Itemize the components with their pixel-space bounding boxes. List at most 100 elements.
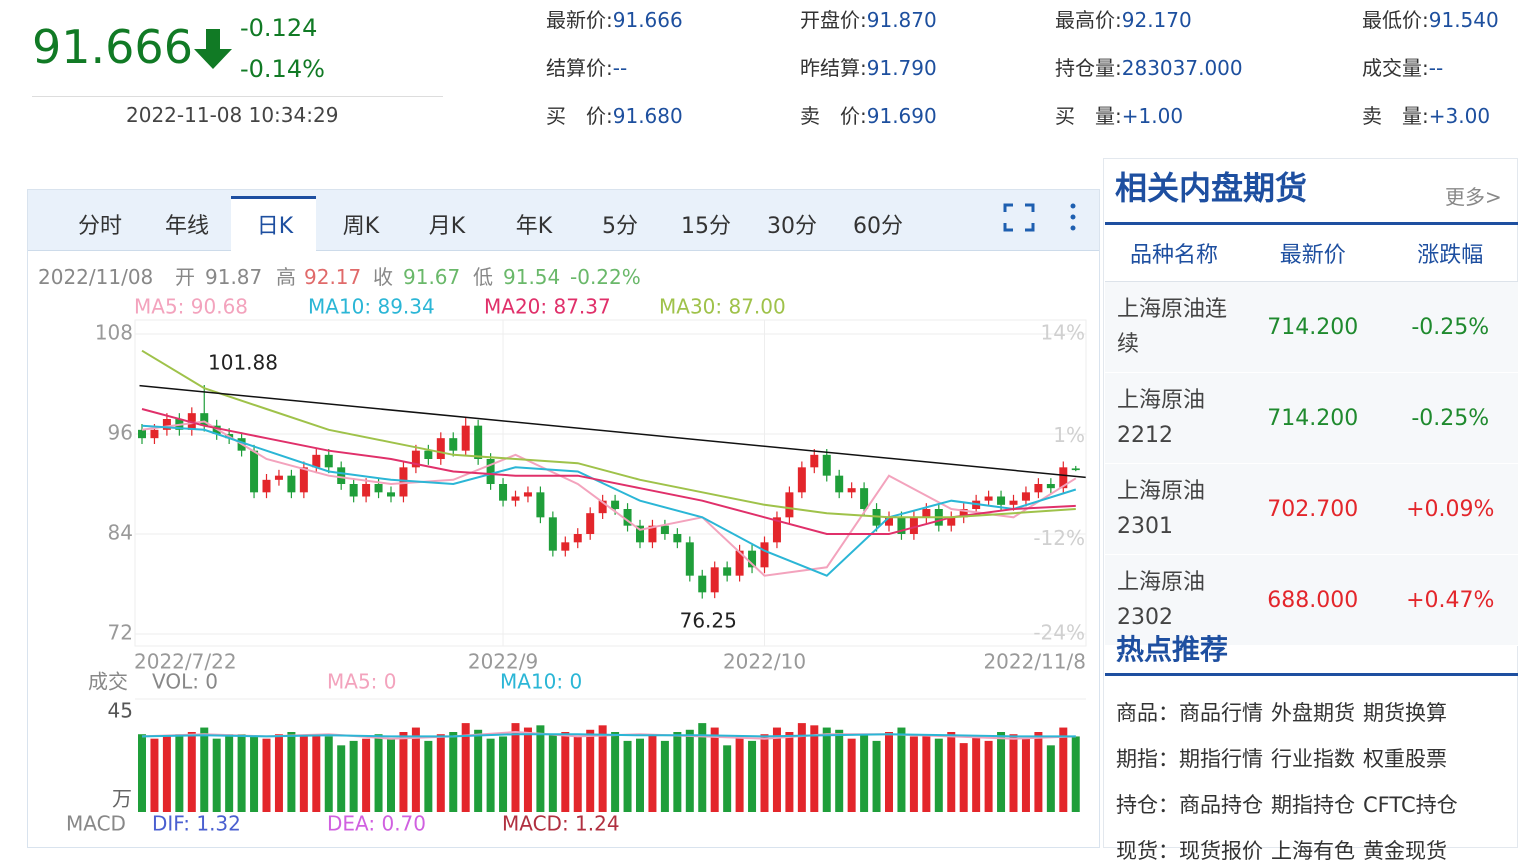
plot-frame <box>134 319 1087 647</box>
volume-bar <box>200 727 209 812</box>
volume-bar <box>1021 738 1030 812</box>
field-value: 91.680 <box>612 104 683 128</box>
volume-bar <box>673 732 682 812</box>
candle-body <box>411 450 420 468</box>
contract-name: 上海原油2302 <box>1105 554 1243 646</box>
contract-price: 688.000 <box>1243 554 1383 646</box>
fullscreen-icon[interactable] <box>1003 203 1035 232</box>
candle-body <box>1021 492 1030 501</box>
volume-bar <box>237 734 246 812</box>
change: -0.124 <box>240 14 318 42</box>
candle-body <box>735 550 744 576</box>
candle-body <box>150 429 159 439</box>
candle-body <box>723 567 732 576</box>
hot-link[interactable]: 期指持仓 <box>1271 793 1355 817</box>
table-row[interactable]: 上海原油连续 714.200 -0.25% <box>1105 281 1518 373</box>
quote-field: 最新价:91.666 <box>546 6 683 34</box>
high-annotation: 101.88 <box>208 351 278 375</box>
volume-bar <box>374 734 383 812</box>
candle-body <box>772 517 781 543</box>
candle-body <box>387 492 395 497</box>
hot-link[interactable]: 行业指数 <box>1271 747 1355 771</box>
candle-body <box>424 450 433 459</box>
tab[interactable]: 年线 <box>164 214 210 239</box>
candle-body <box>909 517 918 534</box>
hot-link[interactable]: 现货报价 <box>1179 839 1263 863</box>
volume-bar <box>611 732 620 812</box>
table-row[interactable]: 上海原油2301 702.700 +0.09% <box>1105 463 1518 555</box>
field-label: 买 量: <box>1055 104 1122 128</box>
hot-link[interactable]: 商品行情 <box>1179 701 1263 725</box>
candle-body <box>947 517 956 526</box>
field-label: 卖 量: <box>1362 104 1429 128</box>
table-row[interactable]: 上海原油2212 714.200 -0.25% <box>1105 372 1518 464</box>
menu-icon[interactable] <box>1070 203 1076 231</box>
hot-label: 商品： <box>1116 701 1179 725</box>
hot-row: 期指：期指行情 行业指数 权重股票 <box>1116 743 1447 773</box>
contract-change: +0.47% <box>1382 554 1518 646</box>
tab[interactable]: 月K <box>428 214 466 239</box>
tab[interactable]: 15分 <box>681 214 731 239</box>
candle-body <box>299 467 308 493</box>
table-header: 涨跌幅 <box>1382 223 1518 282</box>
vol-ma5-label: MA5: 0 <box>327 670 396 694</box>
dif-label: DIF: 1.32 <box>152 812 241 836</box>
macd-label: MACD: 1.24 <box>502 812 620 836</box>
tab[interactable]: 30分 <box>767 214 817 239</box>
hot-link[interactable]: 期货换算 <box>1363 701 1447 725</box>
candle-body <box>511 496 520 501</box>
volume-bar <box>187 732 196 812</box>
candle-body <box>984 496 993 501</box>
hot-link[interactable]: 商品持仓 <box>1179 793 1263 817</box>
hot-link[interactable]: 权重股票 <box>1363 747 1447 771</box>
candle-body <box>374 484 383 493</box>
tab[interactable]: 日K <box>256 214 294 239</box>
hot-link[interactable]: 黄金现货 <box>1363 839 1447 863</box>
candle-body <box>860 488 869 509</box>
info-low-label: 低 <box>473 265 493 289</box>
contract-price: 702.700 <box>1243 463 1383 555</box>
hot-divider <box>1105 673 1518 676</box>
info-high-label: 高 <box>276 265 296 289</box>
candle-body <box>561 542 570 551</box>
vol-ma10-label: MA10: 0 <box>500 670 582 694</box>
candle-body <box>797 467 806 493</box>
field-value: 91.666 <box>612 8 683 32</box>
tab[interactable]: 5分 <box>602 214 638 239</box>
dea-label: DEA: 0.70 <box>327 812 426 836</box>
volume-bar <box>648 734 657 812</box>
tab[interactable]: 年K <box>515 214 553 239</box>
contract-name: 上海原油连续 <box>1105 281 1243 373</box>
hot-link[interactable]: 期指行情 <box>1179 747 1263 771</box>
contract-change: -0.25% <box>1382 372 1518 464</box>
divider <box>32 96 443 97</box>
volume-bar <box>897 727 906 812</box>
info-high: 92.17 <box>304 265 361 289</box>
info-open-label: 开 <box>175 265 195 289</box>
candle-body <box>523 492 532 497</box>
volume-bar <box>387 738 395 812</box>
candle-body <box>262 479 271 493</box>
tab[interactable]: 60分 <box>853 214 903 239</box>
more-link[interactable]: 更多> <box>1445 185 1502 209</box>
hot-link[interactable]: 上海有色 <box>1271 839 1355 863</box>
tab[interactable]: 周K <box>342 214 380 239</box>
x-tick-label: 2022/9 <box>468 650 538 674</box>
field-label: 昨结算: <box>800 56 867 80</box>
candle-body <box>1034 484 1043 493</box>
tab[interactable]: 分时 <box>77 214 123 239</box>
volume-unit: 万 <box>112 787 132 811</box>
candle-body <box>461 425 470 451</box>
candle-body <box>250 450 259 493</box>
volume-bar <box>810 725 819 812</box>
hot-link[interactable]: 外盘期货 <box>1271 701 1355 725</box>
field-label: 最高价: <box>1055 8 1122 32</box>
volume-bar <box>561 732 570 812</box>
candle-body <box>1059 467 1068 489</box>
table-row[interactable]: 上海原油2302 688.000 +0.47% <box>1105 554 1518 646</box>
hot-link[interactable]: CFTC持仓 <box>1363 793 1458 817</box>
quote-field: 最高价:92.170 <box>1055 6 1192 34</box>
volume-bar <box>548 734 557 812</box>
quote-field: 开盘价:91.870 <box>800 6 937 34</box>
quote-field: 卖 量:+3.00 <box>1362 102 1490 130</box>
